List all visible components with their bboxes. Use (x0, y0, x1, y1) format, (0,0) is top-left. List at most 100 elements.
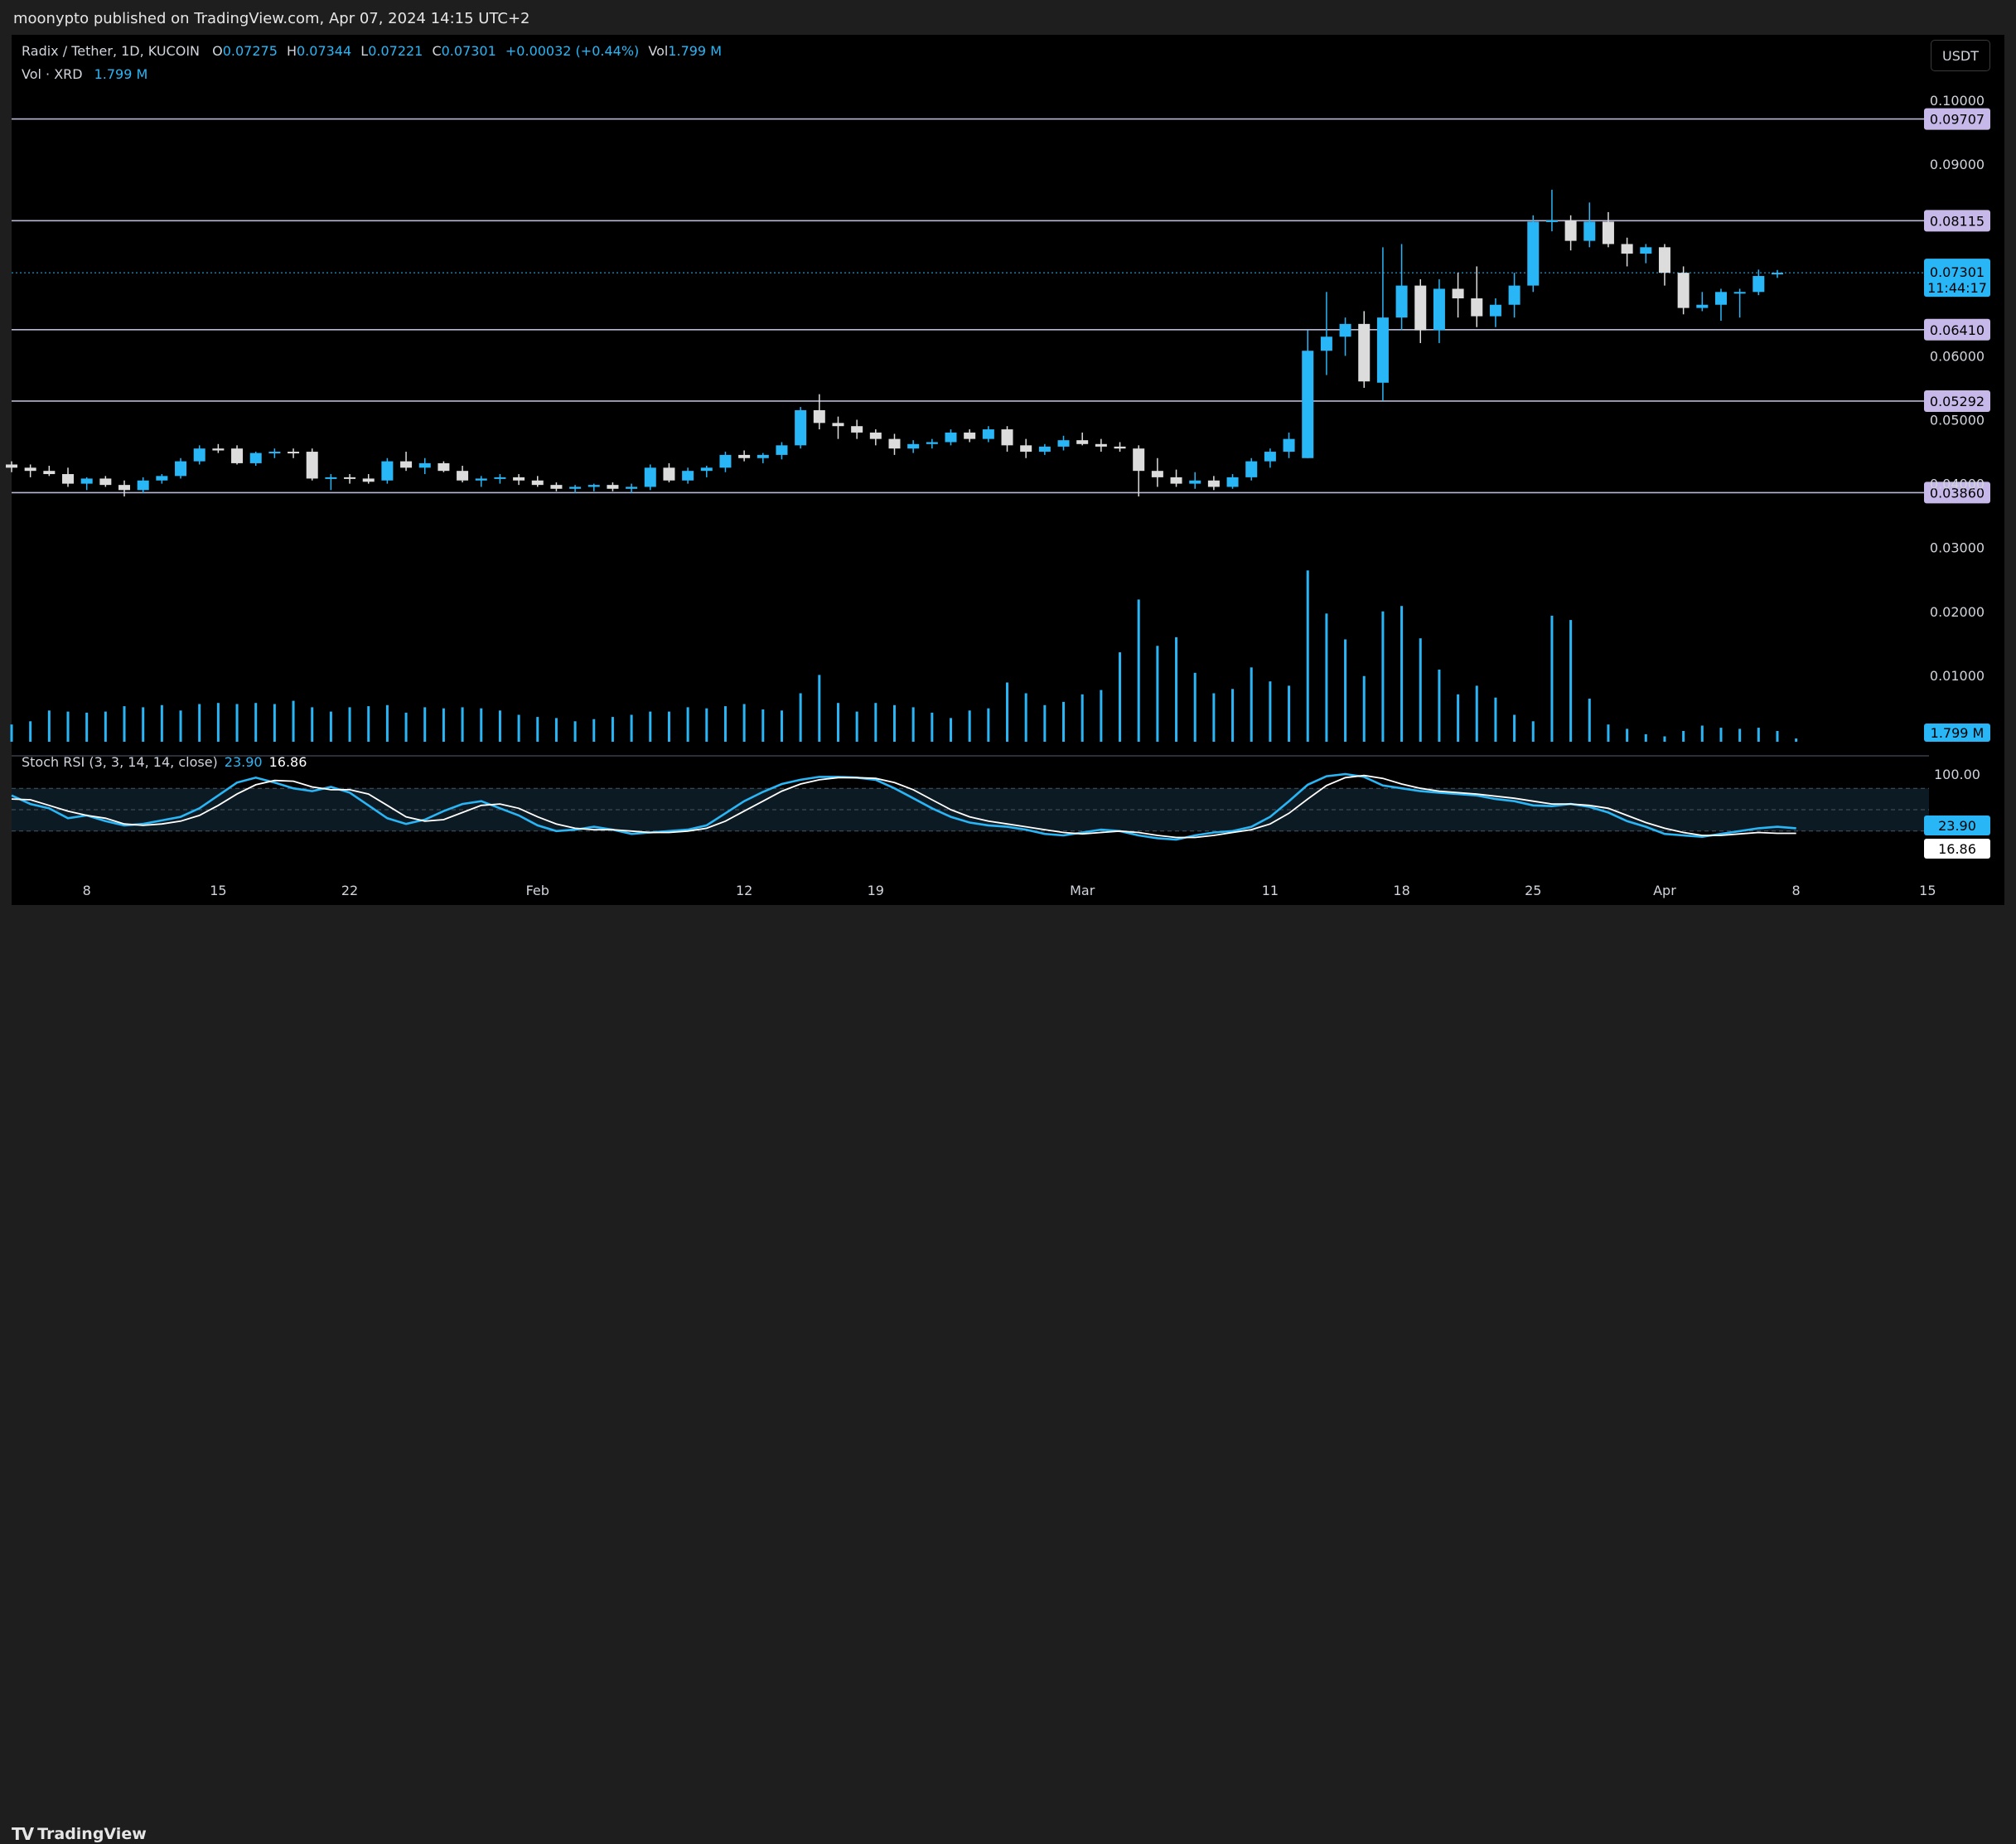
vol-label: Vol (648, 43, 669, 59)
time-axis-label: Apr (1653, 883, 1676, 898)
symbol-name[interactable]: Radix / Tether, 1D, KUCOIN (22, 43, 201, 59)
volume-bar (1419, 638, 1422, 742)
candle-body (795, 409, 807, 446)
volume-bar (536, 717, 539, 742)
candle-body (418, 462, 431, 468)
last-price-text: 0.07301 (1930, 264, 1985, 280)
volume-bar (1776, 731, 1779, 742)
time-axis-label: 12 (736, 883, 752, 898)
candle-body (24, 467, 36, 472)
candle-body (99, 478, 112, 486)
candle-body (626, 486, 638, 489)
candle-body (212, 448, 225, 451)
level-badge-text: 0.06410 (1930, 322, 1985, 338)
countdown-text: 11:44:17 (1927, 280, 1987, 296)
volume-bar (1588, 699, 1591, 742)
rsi-k-badge (1924, 816, 1990, 835)
volume-bar (104, 711, 107, 742)
volume-legend[interactable]: Vol · XRD 1.799 M (22, 66, 147, 82)
candle-body (964, 432, 976, 439)
candle-body (1245, 461, 1258, 477)
candle-body (1489, 304, 1501, 317)
price-chart[interactable]: 0.09707 0.08115 0.06410 0.05292 0.03860 0.100… (0, 0, 2016, 951)
volume-bar (1043, 704, 1047, 742)
candle-body (400, 461, 413, 468)
candle-body (249, 453, 262, 463)
volume-bar (198, 704, 201, 742)
volume-legend-label: Vol · XRD (22, 66, 83, 82)
price-axis-label: 0.10000 (1930, 93, 1985, 109)
volume-bar (385, 704, 389, 742)
volume-bar (1175, 636, 1178, 742)
time-axis-label: Mar (1070, 883, 1095, 898)
candle-body (1076, 440, 1089, 444)
candle-body (832, 423, 844, 427)
time-axis-label: 25 (1525, 883, 1541, 898)
candle-body (1452, 288, 1464, 299)
volume-bar (216, 703, 220, 742)
candle-body (137, 480, 149, 491)
candle-body (719, 454, 732, 468)
candle-body (43, 471, 56, 475)
volume-bar (592, 719, 596, 742)
volume-bar (1457, 694, 1460, 742)
volume-bar (1081, 694, 1084, 742)
volume-bar (1531, 721, 1535, 742)
chart-frame[interactable] (12, 35, 2004, 905)
candle-body (231, 448, 244, 463)
price-axis-label: 0.09000 (1930, 157, 1985, 172)
candle-body (926, 442, 938, 444)
candle-body (457, 471, 469, 481)
last-price-badge (1924, 259, 1990, 298)
tradingview-logo[interactable]: TV TradingView (12, 1824, 147, 1844)
rsi-d-badge-text: 16.86 (1938, 841, 1976, 857)
volume-bar (1626, 728, 1629, 742)
open-label: O (212, 43, 223, 59)
rsi-axis-label: 100.00 (1934, 767, 1980, 782)
volume-bar (874, 703, 877, 742)
time-axis-label: 19 (868, 883, 884, 898)
currency-button[interactable]: USDT (1931, 40, 1990, 71)
candle-body (776, 445, 788, 455)
level-badge-text: 0.03860 (1930, 485, 1985, 501)
volume-bar (649, 711, 652, 742)
volume-bar (573, 721, 577, 742)
stoch-rsi-legend[interactable]: Stoch RSI (3, 3, 14, 14, close) 23.90 16.8… (22, 754, 307, 770)
volume-bar (1119, 652, 1122, 742)
volume-bar (179, 710, 182, 742)
time-axis-label: 18 (1393, 883, 1409, 898)
volume-bar (1288, 685, 1291, 742)
volume-bar (761, 709, 765, 742)
volume-bar (423, 707, 427, 742)
volume-bar (367, 706, 370, 742)
candle-body (1545, 220, 1558, 222)
candle-body (1170, 477, 1182, 484)
candle-body (1471, 298, 1483, 317)
candle-body (1771, 273, 1783, 275)
volume-bar (1006, 682, 1009, 742)
candle-body (6, 464, 17, 468)
volume-bar (1569, 620, 1573, 742)
level-badge (1924, 210, 1990, 232)
candle-body (531, 480, 544, 486)
volume-bar (723, 706, 727, 742)
volume-bar (1757, 728, 1760, 742)
open-value: 0.07275 (222, 43, 278, 59)
candle-body (118, 485, 131, 491)
candle-body (1602, 221, 1614, 244)
volume-bar (1100, 690, 1103, 742)
candle-body (1753, 276, 1765, 293)
candle-body (1621, 244, 1633, 254)
symbol-legend[interactable]: Radix / Tether, 1D, KUCOIN O0.07275 H0.0… (22, 43, 722, 59)
candle-body (156, 476, 168, 481)
candle-body (1696, 304, 1709, 308)
candle-body (268, 452, 281, 454)
volume-bar (1644, 733, 1647, 742)
candle-body (1640, 247, 1652, 254)
candle-body (381, 461, 394, 481)
stoch-rsi-d-value: 16.86 (268, 754, 307, 770)
candle-body (494, 477, 506, 479)
volume-bar (1024, 693, 1027, 742)
price-axis-label: 0.04000 (1930, 477, 1985, 492)
candle-body (62, 474, 75, 484)
